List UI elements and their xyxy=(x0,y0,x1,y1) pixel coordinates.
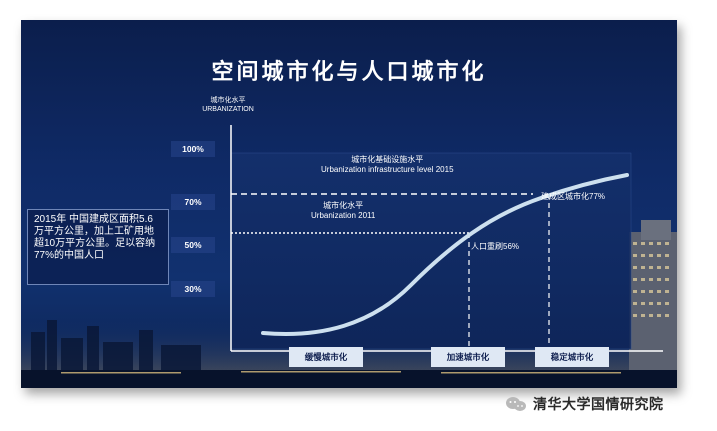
page-title: 空间城市化与人口城市化 xyxy=(211,60,487,85)
watermark: 清华大学国情研究院 xyxy=(505,393,664,415)
slide: 空间城市化与人口城市化 城市化水平 URBANIZATION 100% 70% … xyxy=(21,20,677,388)
y-axis-title: 城市化水平 URBANIZATION xyxy=(193,96,263,114)
y-tick-30: 30% xyxy=(171,281,215,297)
stage-slow: 缓慢城市化 xyxy=(289,347,363,367)
y-tick-70: 70% xyxy=(171,194,215,210)
y-axis-title-cn: 城市化水平 xyxy=(210,97,246,104)
y-tick-50: 50% xyxy=(171,237,215,253)
population-label: 人口重刷56% xyxy=(471,242,520,251)
infrastructure-label: 城市化基础设施水平 Urbanization infrastructure le… xyxy=(321,155,454,174)
stage-accelerating: 加速城市化 xyxy=(431,347,505,367)
urbanization-label: 城市化水平 Urbanization 2011 xyxy=(311,201,376,220)
y-tick-100: 100% xyxy=(171,141,215,157)
wechat-icon xyxy=(506,397,526,411)
watermark-text: 清华大学国情研究院 xyxy=(533,396,664,412)
stage-stable: 稳定城市化 xyxy=(535,347,609,367)
note-box: 2015年 中国建成区面积5.6万平方公里，加上工矿用地超10万平方公里。足以容… xyxy=(27,209,169,285)
city-skyline-background xyxy=(21,125,677,388)
chart-panel xyxy=(230,152,632,350)
urbanization-s-curve xyxy=(261,173,629,336)
built-area-label: 建成区城市化77% xyxy=(541,192,606,201)
y-axis-title-en: URBANIZATION xyxy=(202,106,254,113)
